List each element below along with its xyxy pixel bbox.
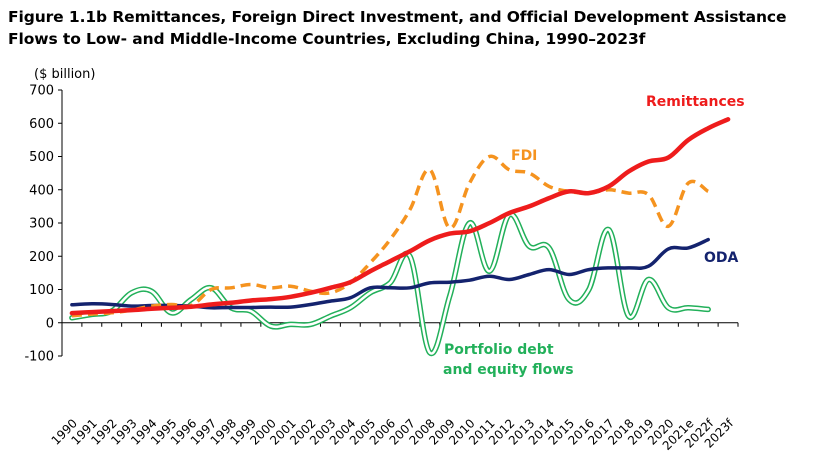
series-label-line: and equity flows <box>443 362 574 378</box>
series-label-line: ODA <box>704 250 739 266</box>
x-axis-tick-labels: 1990199119921993199419951996199719981999… <box>49 416 737 453</box>
y-tick-label: 700 <box>29 84 54 99</box>
series-label-line: Remittances <box>646 94 745 110</box>
y-tick-label: 100 <box>29 283 54 298</box>
axes: ($ billion) <box>34 67 739 356</box>
y-axis-unit-label: ($ billion) <box>34 67 95 82</box>
series-line-portfolio-debt-and-equity-flows-inner <box>70 213 710 355</box>
y-tick-label: 0 <box>46 316 54 331</box>
series-label-fdi: FDI <box>511 148 537 164</box>
series-line-remittances <box>69 117 731 316</box>
y-tick-label: 300 <box>29 217 54 232</box>
y-tick-label: 400 <box>29 183 54 198</box>
y-axis-ticks: -100 0 100 200 300 400 500 600 700 <box>24 84 62 365</box>
y-tick-label: 200 <box>29 250 54 265</box>
series-labels: Remittances FDI ODA Portfolio debt and equit… <box>443 94 745 378</box>
series-label-remittances: Remittances <box>646 94 745 110</box>
y-tick-label: 600 <box>29 117 54 132</box>
y-tick-label: 500 <box>29 150 54 165</box>
chart-title: Figure 1.1b Remittances, Foreign Direct … <box>8 8 787 48</box>
series-label-line: FDI <box>511 148 537 164</box>
y-tick-label: -100 <box>24 350 54 365</box>
series-label-oda: ODA <box>704 250 739 266</box>
series-label-portfolio-debt-and-equity-flows: Portfolio debt and equity flows <box>443 342 574 378</box>
series-label-line: Portfolio debt <box>444 342 554 358</box>
series-lines <box>69 117 731 357</box>
